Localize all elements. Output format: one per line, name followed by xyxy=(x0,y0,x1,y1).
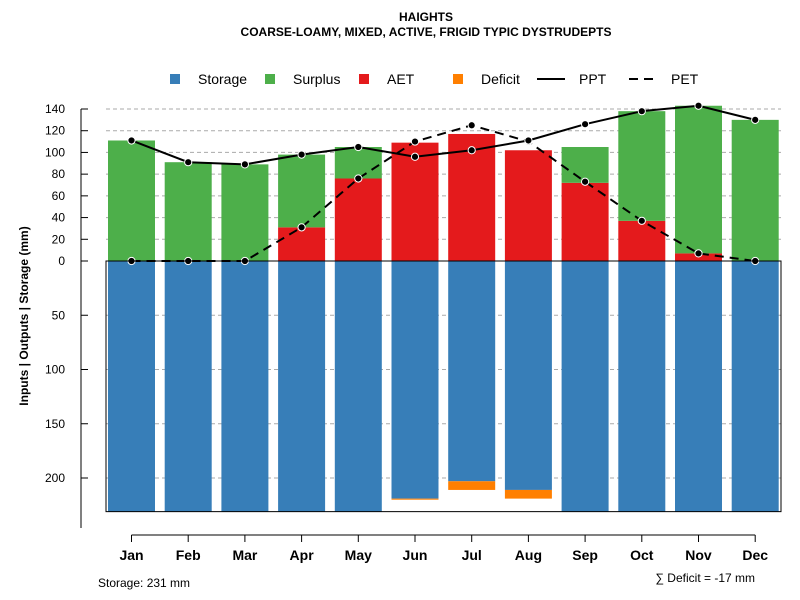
legend-swatch-surplus xyxy=(265,74,275,84)
surplus-bar-nov xyxy=(675,105,722,254)
x-tick-label-apr: Apr xyxy=(290,547,315,563)
surplus-bar-sep xyxy=(561,147,609,183)
x-tick-label-jun: Jun xyxy=(403,547,428,563)
surplus-bar-jan xyxy=(108,140,155,261)
storage-bar-nov xyxy=(675,261,722,512)
ppt-point-nov xyxy=(694,101,703,110)
legend-swatch-deficit xyxy=(453,74,463,84)
grid-lines xyxy=(106,108,781,479)
deficit-bar-jul xyxy=(448,481,496,490)
pet-point-oct xyxy=(637,216,646,225)
pet-point-jul xyxy=(467,121,476,130)
y-tick-label-upper-2: 100 xyxy=(45,145,65,159)
aet-bar-sep xyxy=(561,182,609,261)
aet-bar-jul xyxy=(448,133,496,261)
legend-label-deficit: Deficit xyxy=(481,71,520,87)
x-tick-label-dec: Dec xyxy=(742,547,768,563)
x-tick-label-jul: Jul xyxy=(462,547,482,563)
deficit-note: ∑ Deficit = -17 mm xyxy=(655,571,755,585)
y-tick-label-lower-2: 150 xyxy=(45,417,65,431)
storage-bar-jun xyxy=(391,261,439,499)
ppt-point-feb xyxy=(184,158,193,167)
chart-subtitle: COARSE-LOAMY, MIXED, ACTIVE, FRIGID TYPI… xyxy=(241,25,612,39)
y-tick-label-upper-7: 0 xyxy=(58,254,65,268)
legend: Storage Surplus AET Deficit PPT PET xyxy=(170,71,699,87)
bars xyxy=(108,105,779,512)
legend-label-storage: Storage xyxy=(198,71,247,87)
storage-frame xyxy=(105,260,782,513)
y-axis-label: Inputs | Outputs | Storage (mm) xyxy=(17,226,31,405)
ppt-point-aug xyxy=(524,136,533,145)
ppt-point-apr xyxy=(297,150,306,159)
ppt-point-jun xyxy=(410,152,420,161)
storage-bar-sep xyxy=(561,261,609,512)
aet-bar-aug xyxy=(504,150,552,261)
surplus-bar-oct xyxy=(618,111,666,221)
chart-title: HAIGHTS xyxy=(399,10,453,24)
x-tick-label-aug: Aug xyxy=(515,547,542,563)
y-tick-label-upper-3: 80 xyxy=(52,167,66,181)
y-tick-label-upper-5: 40 xyxy=(52,211,66,225)
y-tick-label-lower-0: 50 xyxy=(52,308,66,322)
surplus-bar-mar xyxy=(221,164,269,261)
ppt-point-sep xyxy=(581,120,590,129)
legend-swatch-storage xyxy=(170,74,180,84)
storage-bar-feb xyxy=(164,261,212,512)
ppt-point-oct xyxy=(637,107,646,116)
legend-label-ppt: PPT xyxy=(579,71,607,87)
y-tick-label-lower-3: 200 xyxy=(45,471,65,485)
ppt-line xyxy=(131,104,756,166)
y-tick-label-upper-6: 20 xyxy=(52,232,66,246)
storage-bar-jul xyxy=(448,261,496,482)
storage-bar-mar xyxy=(221,261,269,512)
x-tick-label-oct: Oct xyxy=(630,547,654,563)
ppt-point-dec xyxy=(751,115,760,124)
legend-swatch-aet xyxy=(359,74,369,84)
storage-bar-jan xyxy=(108,261,155,512)
surplus-bar-may xyxy=(334,147,382,179)
pet-point-apr xyxy=(297,223,306,232)
storage-bar-dec xyxy=(731,261,779,512)
pet-point-sep xyxy=(581,177,590,186)
y-tick-label-upper-0: 140 xyxy=(45,102,65,116)
deficit-bar-jun xyxy=(391,498,439,500)
x-tick-label-sep: Sep xyxy=(572,547,598,563)
x-tick-label-may: May xyxy=(345,547,372,563)
ppt-point-mar xyxy=(240,160,249,169)
y-tick-label-upper-4: 60 xyxy=(52,189,66,203)
surplus-bar-dec xyxy=(731,119,779,261)
ppt-point-jul xyxy=(467,146,476,155)
ppt-point-jan xyxy=(127,136,136,145)
surplus-bar-feb xyxy=(164,162,212,261)
storage-bar-may xyxy=(334,261,382,512)
pet-line xyxy=(131,124,756,262)
x-tick-label-mar: Mar xyxy=(232,547,257,563)
legend-label-aet: AET xyxy=(387,71,415,87)
aet-bar-oct xyxy=(618,220,666,261)
pet-point-jun xyxy=(410,137,420,146)
y-tick-label-lower-1: 100 xyxy=(45,363,65,377)
legend-label-pet: PET xyxy=(671,71,699,87)
aet-bar-apr xyxy=(278,227,326,261)
deficit-bar-aug xyxy=(504,489,552,499)
aet-bar-jun xyxy=(391,142,439,261)
y-tick-label-upper-1: 120 xyxy=(45,124,65,138)
ppt-point-may xyxy=(354,142,363,152)
storage-bar-aug xyxy=(504,261,552,490)
aet-bar-may xyxy=(334,178,382,261)
storage-note: Storage: 231 mm xyxy=(98,576,190,590)
pet-point-may xyxy=(354,174,363,183)
surplus-bar-apr xyxy=(278,154,326,228)
legend-label-surplus: Surplus xyxy=(293,71,340,87)
storage-bar-oct xyxy=(618,261,666,512)
x-tick-label-nov: Nov xyxy=(685,547,712,563)
storage-bar-apr xyxy=(278,261,326,512)
x-tick-label-feb: Feb xyxy=(176,547,201,563)
x-tick-label-jan: Jan xyxy=(119,547,143,563)
pet-point-nov xyxy=(694,249,703,258)
